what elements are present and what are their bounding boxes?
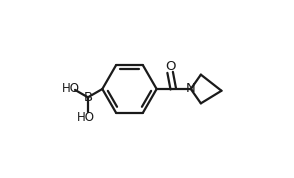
Text: O: O (165, 60, 176, 73)
Text: HO: HO (62, 82, 80, 95)
Text: B: B (83, 91, 93, 104)
Text: HO: HO (77, 111, 95, 124)
Text: N: N (186, 82, 196, 95)
